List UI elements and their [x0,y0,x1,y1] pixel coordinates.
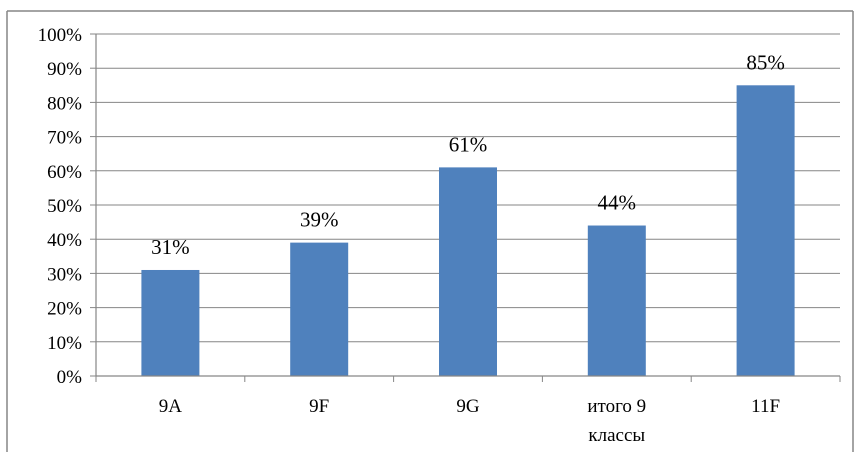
x-category-label: 9G [456,396,480,417]
data-label: 31% [151,235,190,259]
x-category-label: 9F [309,396,329,417]
y-tick-label: 30% [47,264,82,285]
x-category-label: 9A [159,396,183,417]
y-tick-label: 10% [47,333,82,354]
y-tick-label: 70% [47,128,82,149]
x-category-label-line: итого 9 [587,396,646,417]
x-category-label-line: 9F [309,396,329,417]
bar [587,225,646,376]
y-tick-label: 40% [47,230,82,251]
axes [90,33,841,382]
y-tick-label: 0% [57,367,83,388]
bar [736,85,795,377]
y-tick-label: 90% [47,59,82,80]
data-label: 61% [449,132,488,156]
x-category-label: 11F [751,396,780,417]
y-tick-label: 80% [47,93,82,114]
y-tick-label: 100% [38,25,83,46]
data-label: 44% [598,191,637,215]
y-tick-label: 20% [47,299,82,320]
bar [141,269,200,376]
chart-border [6,10,854,452]
y-tick-label: 50% [47,196,82,217]
y-axis-tick-labels: 0% 10% 20% 30% 40% 50% 60% 70% 80% 90% 100% [38,25,83,388]
x-category-label: итого 9 классы [587,396,646,446]
x-axis-category-labels: 9A 9F 9G итого 9 классы 11F [159,396,780,446]
x-category-label-line: 9G [456,396,480,417]
y-tick-label: 60% [47,162,82,183]
data-label: 85% [746,50,785,74]
bar [439,167,497,376]
data-labels: 31% 39% 61% 44% 85% [151,50,785,259]
x-category-label-line: 9A [159,396,183,417]
x-category-label-line: классы [588,425,645,446]
x-category-label-line: 11F [751,396,780,417]
bars [141,85,795,377]
data-label: 39% [300,208,339,232]
bar [290,242,349,376]
